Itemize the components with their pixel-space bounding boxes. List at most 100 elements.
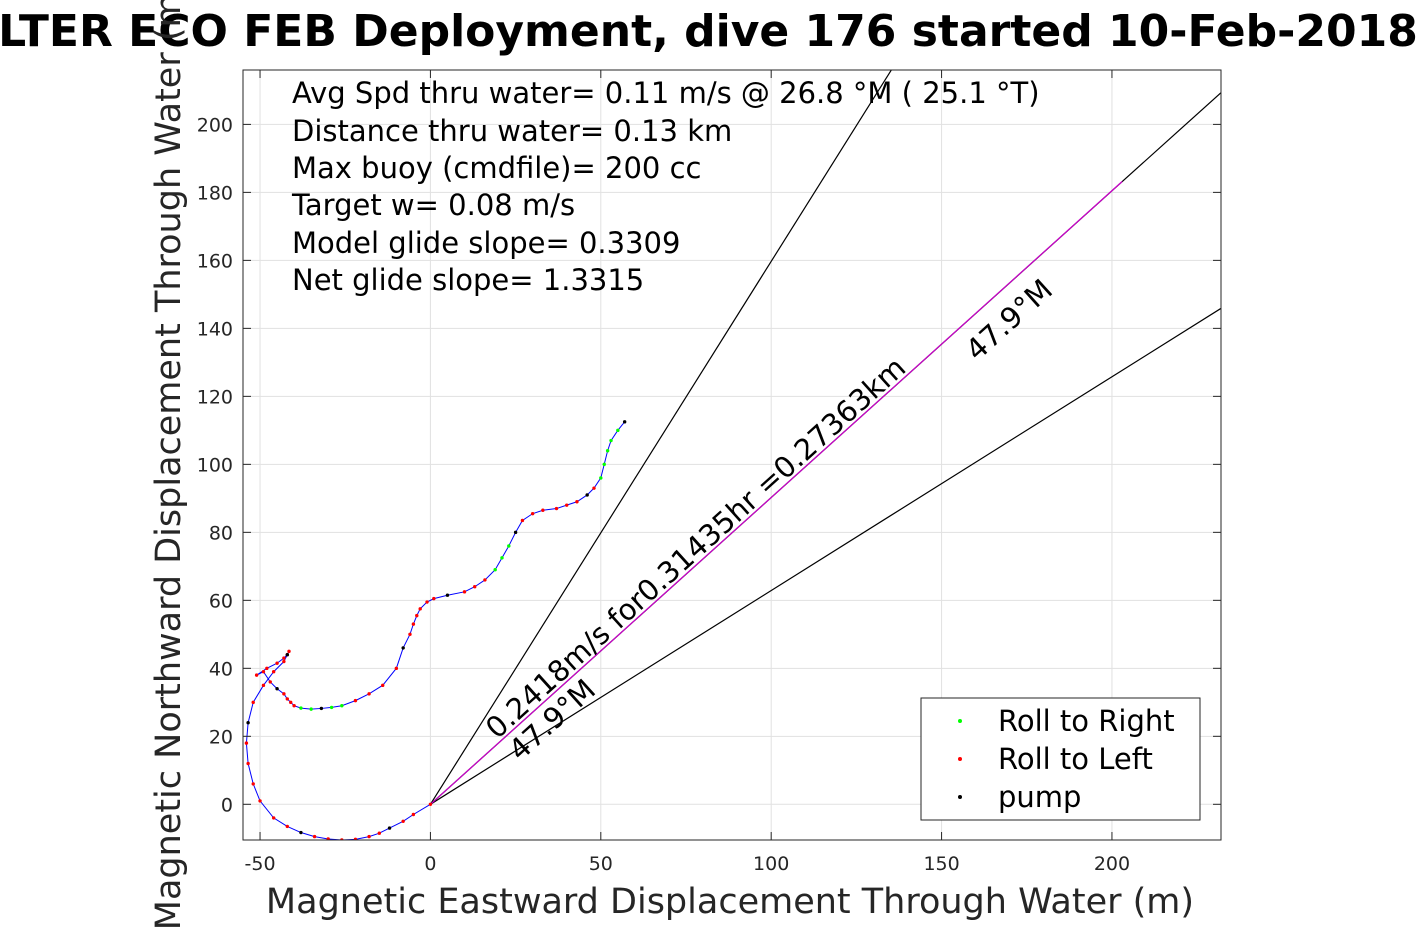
roll-right-point (616, 428, 620, 433)
pump-point (299, 830, 303, 835)
info-line-max-buoy: Max buoy (cmdfile)= 200 cc (292, 151, 701, 185)
roll-left-point (261, 670, 266, 674)
x-tick-label: 50 (589, 853, 613, 875)
pump-point (513, 530, 518, 535)
roll-left-point (401, 819, 405, 824)
roll-left-point (244, 741, 249, 745)
trajectory-line (245, 421, 626, 840)
legend-box (920, 697, 1201, 821)
info-line-net-glide: Net glide slope= 1.3315 (292, 263, 644, 297)
roll-left-point (462, 590, 467, 594)
roll-left-point (285, 824, 289, 829)
roll-left-point (271, 816, 276, 820)
legend-label-pump: pump (998, 780, 1081, 814)
pump-point (285, 653, 289, 657)
roll-left-point (520, 518, 525, 523)
roll-left-point (251, 782, 255, 786)
y-tick-label: 200 (197, 114, 233, 136)
roll-left-point (353, 837, 358, 840)
chart-title: LTER ECO FEB Deployment, dive 176 starte… (0, 6, 1417, 57)
roll-left-point (326, 837, 330, 840)
info-line-distance: Distance thru water= 0.13 km (292, 114, 732, 148)
info-line-model-glide: Model glide slope= 0.3309 (292, 226, 680, 260)
legend-label-roll-right: Roll to Right (998, 704, 1175, 738)
roll-right-point (599, 476, 603, 480)
roll-left-point (575, 500, 579, 504)
roll-left-point (289, 700, 293, 705)
x-tick-label: 150 (923, 853, 959, 875)
bearing-line-shallow (430, 307, 1221, 805)
roll-left-point (271, 670, 276, 674)
x-tick-label: 100 (753, 853, 789, 875)
roll-right-point (493, 568, 497, 572)
roll-left-point (394, 666, 399, 671)
roll-left-point (428, 802, 433, 807)
roll-right-point (299, 706, 303, 710)
roll-left-point (268, 680, 272, 684)
y-tick-label: 20 (209, 726, 233, 748)
roll-left-point (411, 812, 416, 817)
info-line-target-w: Target w= 0.08 m/s (291, 188, 575, 222)
roll-right-point (507, 544, 511, 548)
y-tick-label: 120 (197, 386, 233, 408)
roll-right-point (500, 556, 504, 560)
legend-marker-roll-right (958, 719, 962, 723)
roll-right-point (329, 705, 334, 710)
roll-left-point (483, 578, 487, 582)
roll-left-point (292, 704, 296, 708)
roll-left-point (285, 697, 289, 701)
y-tick-label: 60 (209, 590, 233, 612)
roll-left-point (381, 683, 385, 688)
legend-marker-roll-left (958, 757, 962, 761)
roll-left-point (251, 700, 255, 705)
roll-left-point (265, 666, 269, 671)
roll-right-point (340, 704, 344, 708)
ticks: -50 0 50 100 150 200 0 20 40 60 80 100 120 140 160 180 2… (197, 70, 1221, 875)
roll-left-point (312, 834, 317, 839)
roll-right-point (605, 449, 610, 453)
roll-right-point (609, 438, 613, 443)
roll-left-point (254, 673, 259, 677)
roll-left-point (411, 622, 416, 626)
roll-right-point (602, 462, 606, 467)
y-tick-label: 140 (197, 318, 233, 340)
y-tick-label: 40 (209, 658, 233, 680)
x-tick-label: -50 (245, 853, 276, 875)
y-tick-label: 180 (197, 182, 233, 204)
y-axis-label: Magnetic Northward Displacement Through … (149, 0, 189, 930)
y-tick-label: 100 (197, 454, 233, 476)
pump-point (622, 420, 627, 424)
info-text-block: Avg Spd thru water= 0.11 m/s @ 26.8 °M (… (291, 76, 1040, 297)
roll-left-point (415, 613, 419, 618)
roll-left-point (367, 692, 371, 696)
y-tick-label: 0 (221, 794, 233, 816)
roll-left-point (246, 761, 250, 766)
pump-point (246, 721, 250, 725)
bearing-line-steep (429, 70, 893, 805)
roll-left-point (258, 799, 262, 803)
roll-left-point (473, 585, 477, 589)
roll-left-point (408, 632, 412, 637)
roll-left-point (565, 503, 569, 507)
pump-point (401, 646, 405, 650)
reference-lines (429, 70, 1221, 805)
roll-left-point (287, 649, 291, 654)
pump-point (585, 493, 589, 497)
roll-left-point (353, 698, 358, 703)
roll-left-point (425, 600, 429, 604)
plot-frame (242, 69, 1222, 841)
roll-left-point (282, 659, 286, 664)
pump-point (275, 687, 279, 691)
x-tick-label: 0 (424, 853, 436, 875)
pump-point (445, 593, 450, 597)
x-axis-label: Magnetic Eastward Displacement Through W… (266, 882, 1194, 922)
roll-left-point (541, 508, 545, 512)
legend-marker-pump (958, 795, 962, 799)
roll-left-point (432, 596, 436, 601)
roll-left-point (554, 506, 559, 511)
roll-left-point (282, 656, 286, 660)
y-tick-label: 160 (197, 250, 233, 272)
roll-left-point (592, 486, 596, 490)
trajectory-group (244, 420, 627, 840)
